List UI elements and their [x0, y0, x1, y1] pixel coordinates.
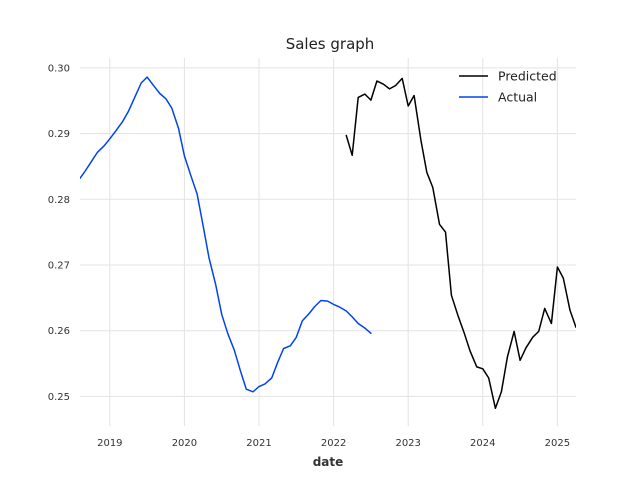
- legend-item-predicted: Predicted: [459, 69, 557, 84]
- x-tick-label: 2025: [545, 438, 570, 449]
- legend: Predicted Actual: [459, 69, 557, 105]
- legend-item-actual: Actual: [459, 90, 537, 105]
- y-tick-label: 0.25: [48, 392, 70, 403]
- legend-label: Actual: [498, 90, 537, 105]
- series-line-predicted: [345, 77, 576, 410]
- grid: [80, 58, 576, 426]
- x-tick-label: 2020: [172, 438, 197, 449]
- x-tick-label: 2024: [470, 438, 495, 449]
- series-lines: [80, 76, 576, 410]
- y-tick-label: 0.29: [48, 129, 70, 140]
- legend-label: Predicted: [498, 69, 557, 84]
- x-tick-label: 2021: [246, 438, 271, 449]
- x-axis-label: date: [313, 455, 344, 469]
- x-tick-label: 2022: [321, 438, 346, 449]
- y-tick-labels: 0.25 0.26 0.27 0.28 0.29 0.30: [48, 63, 70, 403]
- y-tick-label: 0.27: [48, 261, 70, 272]
- y-tick-label: 0.30: [48, 63, 70, 74]
- series-line-actual: [80, 76, 372, 393]
- y-tick-label: 0.28: [48, 195, 70, 206]
- x-tick-label: 2019: [97, 438, 122, 449]
- x-tick-labels: 2019 2020 2021 2022 2023 2024 2025: [97, 438, 570, 449]
- y-tick-label: 0.26: [48, 326, 70, 337]
- x-tick-label: 2023: [395, 438, 420, 449]
- chart-title: Sales graph: [286, 35, 375, 53]
